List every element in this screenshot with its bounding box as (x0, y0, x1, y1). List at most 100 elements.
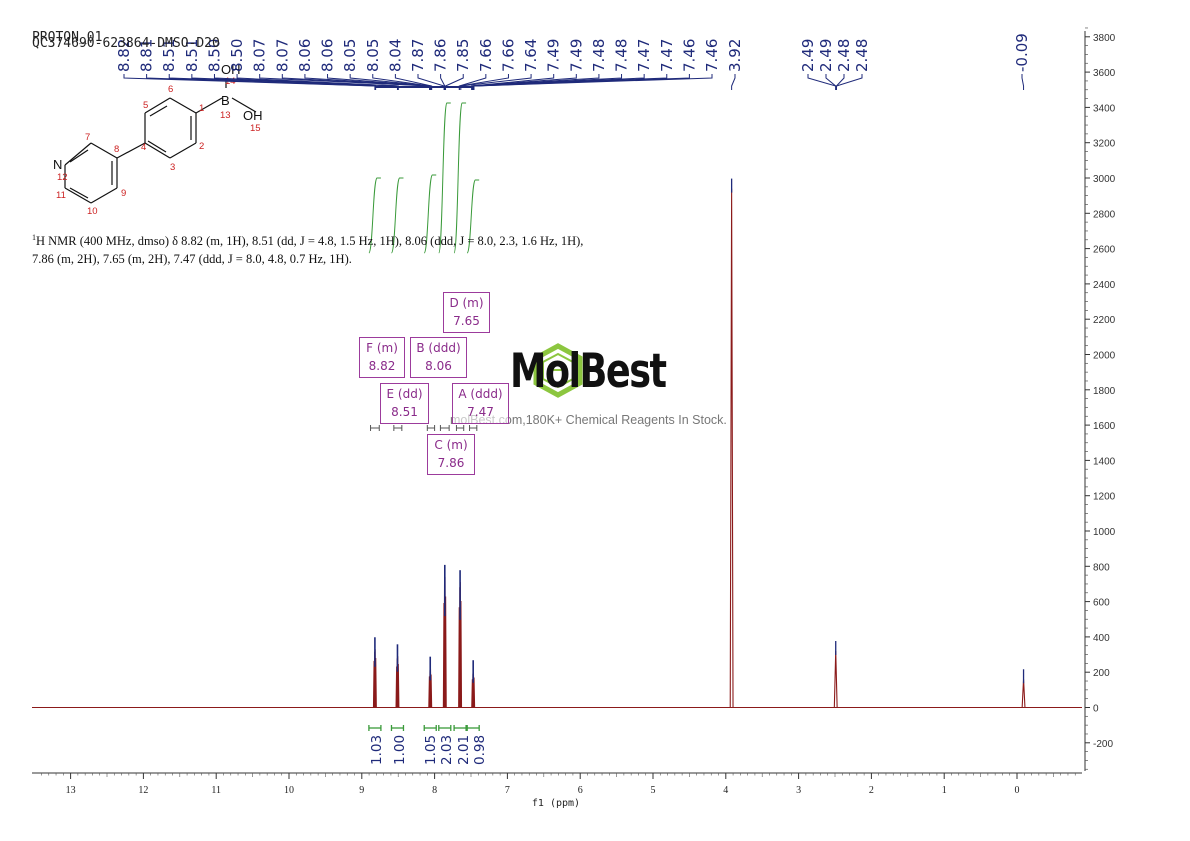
peak-leader-line (825, 74, 837, 90)
peak-shift-label: 8.05 (341, 39, 359, 72)
integral-value: 2.01 (456, 735, 472, 765)
peak-shift-label: 7.48 (613, 39, 631, 72)
multiplet-shift: 7.86 (437, 456, 465, 470)
peak-shift-label: 8.06 (296, 39, 314, 72)
integral-bar-group: 1.03 1.00 1.05 2.03 2.01 0.98 (368, 725, 488, 765)
bond (231, 97, 257, 113)
peak-shift-label: 8.82 (115, 39, 133, 72)
peak-shift-label: 8.81 (138, 39, 156, 72)
integral-value: 0.98 (472, 735, 488, 765)
peak-line (458, 607, 461, 708)
x-tick-label: 7 (505, 785, 510, 796)
atom-number: 8 (114, 144, 119, 155)
peak-shift-label: 2.49 (799, 39, 817, 72)
bond (90, 187, 118, 204)
experiment-name: PROTON_01 (32, 30, 103, 45)
nmr-description-text: H NMR (400 MHz, dmso) δ 8.82 (m, 1H), 8.… (32, 234, 584, 267)
spectrum-trace (32, 178, 1082, 708)
x-tick-label: 8 (432, 785, 437, 796)
atom-number: 7 (85, 132, 90, 143)
integral-curve (390, 177, 404, 254)
bond (64, 142, 92, 166)
y-tick-label: 1000 (1093, 527, 1116, 538)
peak-shift-label: 8.51 (160, 39, 178, 72)
peak-shift-label: 7.66 (499, 39, 517, 72)
bond (90, 142, 118, 159)
integral-value: 1.03 (369, 735, 385, 765)
peak-leader-line (835, 74, 845, 90)
y-tick-label: 0 (1093, 704, 1099, 715)
peak-line (1021, 679, 1026, 708)
multiplet-shift: 8.06 (425, 359, 452, 373)
multiplet-box-e: E (dd) 8.51 (380, 383, 429, 424)
peak-shift-label: 7.47 (635, 39, 653, 72)
peak-shift-label: 7.46 (703, 39, 721, 72)
y-tick-label: 2000 (1093, 351, 1116, 362)
peak-line (395, 666, 398, 708)
multiplet-shift: 7.47 (467, 405, 494, 419)
peak-shift-label: 7.49 (567, 39, 585, 72)
y-tick-label: 2400 (1093, 280, 1116, 291)
atom-number: 1 (199, 103, 204, 114)
x-tick-label: 1 (942, 785, 947, 796)
peak-shift-label: 8.05 (364, 39, 382, 72)
multiplet-shift: 8.82 (368, 359, 396, 373)
atom-nitrogen: N (53, 157, 62, 172)
peak-shift-label: 8.07 (273, 39, 291, 72)
y-tick-label: 3000 (1093, 174, 1116, 185)
peak-leader-line (835, 74, 863, 90)
peak-line (729, 188, 734, 708)
multiplet-box-c: C (m) 7.86 (427, 434, 475, 475)
integral-value: 1.05 (423, 735, 439, 765)
y-tick-label: 3600 (1093, 68, 1116, 79)
atom-number: 4 (141, 142, 146, 153)
x-tick-label: 0 (1015, 785, 1020, 796)
double-bond (147, 140, 167, 153)
peak-shift-label: 8.51 (183, 39, 201, 72)
x-axis-label: f1 (ppm) (532, 798, 580, 809)
peak-line (372, 660, 376, 708)
integral-curve (466, 179, 480, 254)
peak-shift-label: 8.04 (386, 39, 404, 72)
integral-curve (453, 102, 467, 254)
y-tick-label: 3400 (1093, 103, 1116, 114)
y-tick-label: 800 (1093, 562, 1110, 573)
peak-shift-label: 8.07 (251, 39, 269, 72)
peak-shift-label: 2.48 (835, 39, 853, 72)
double-bond (149, 105, 168, 117)
peak-line (471, 679, 474, 708)
multiplet-label: B (ddd) (416, 341, 461, 355)
multiplet-box-a: A (ddd) 7.47 (452, 383, 509, 424)
x-tick-label: 5 (651, 785, 656, 796)
atom-number: 12 (57, 172, 68, 183)
bond (144, 142, 171, 159)
integral-curves (368, 102, 480, 254)
multiplet-label: E (dd) (386, 387, 423, 401)
atom-number: 2 (199, 141, 204, 152)
peak-shift-label: 7.64 (522, 39, 540, 72)
multiplet-shift: 8.51 (391, 405, 418, 419)
x-tick-label: 10 (284, 785, 294, 796)
atom-boron: B (221, 93, 230, 108)
atom-number: 13 (220, 110, 231, 121)
y-tick-label: 2600 (1093, 245, 1116, 256)
y-tick-label: 1600 (1093, 421, 1116, 432)
y-tick-label: 1400 (1093, 456, 1116, 467)
sample-name: QC374690-623864-DMSO-D20 (32, 36, 220, 51)
peak-line (833, 651, 838, 708)
double-bond (69, 187, 89, 199)
integral-curve (438, 102, 451, 254)
y-tick-label: 600 (1093, 598, 1110, 609)
peak-leader-line (731, 74, 736, 90)
peak-shift-label: 8.50 (205, 39, 223, 72)
double-bond (69, 149, 89, 163)
y-tick-label: 3200 (1093, 139, 1116, 150)
x-tick-label: 11 (211, 785, 221, 796)
y-tick-label: 3800 (1093, 33, 1116, 44)
bond (169, 142, 197, 159)
multiplet-shift: 7.65 (453, 314, 480, 328)
y-tick-label: 200 (1093, 668, 1110, 679)
x-tick-label: 12 (138, 785, 148, 796)
peak-line (442, 603, 446, 708)
peak-shift-label: 3.92 (726, 39, 744, 72)
